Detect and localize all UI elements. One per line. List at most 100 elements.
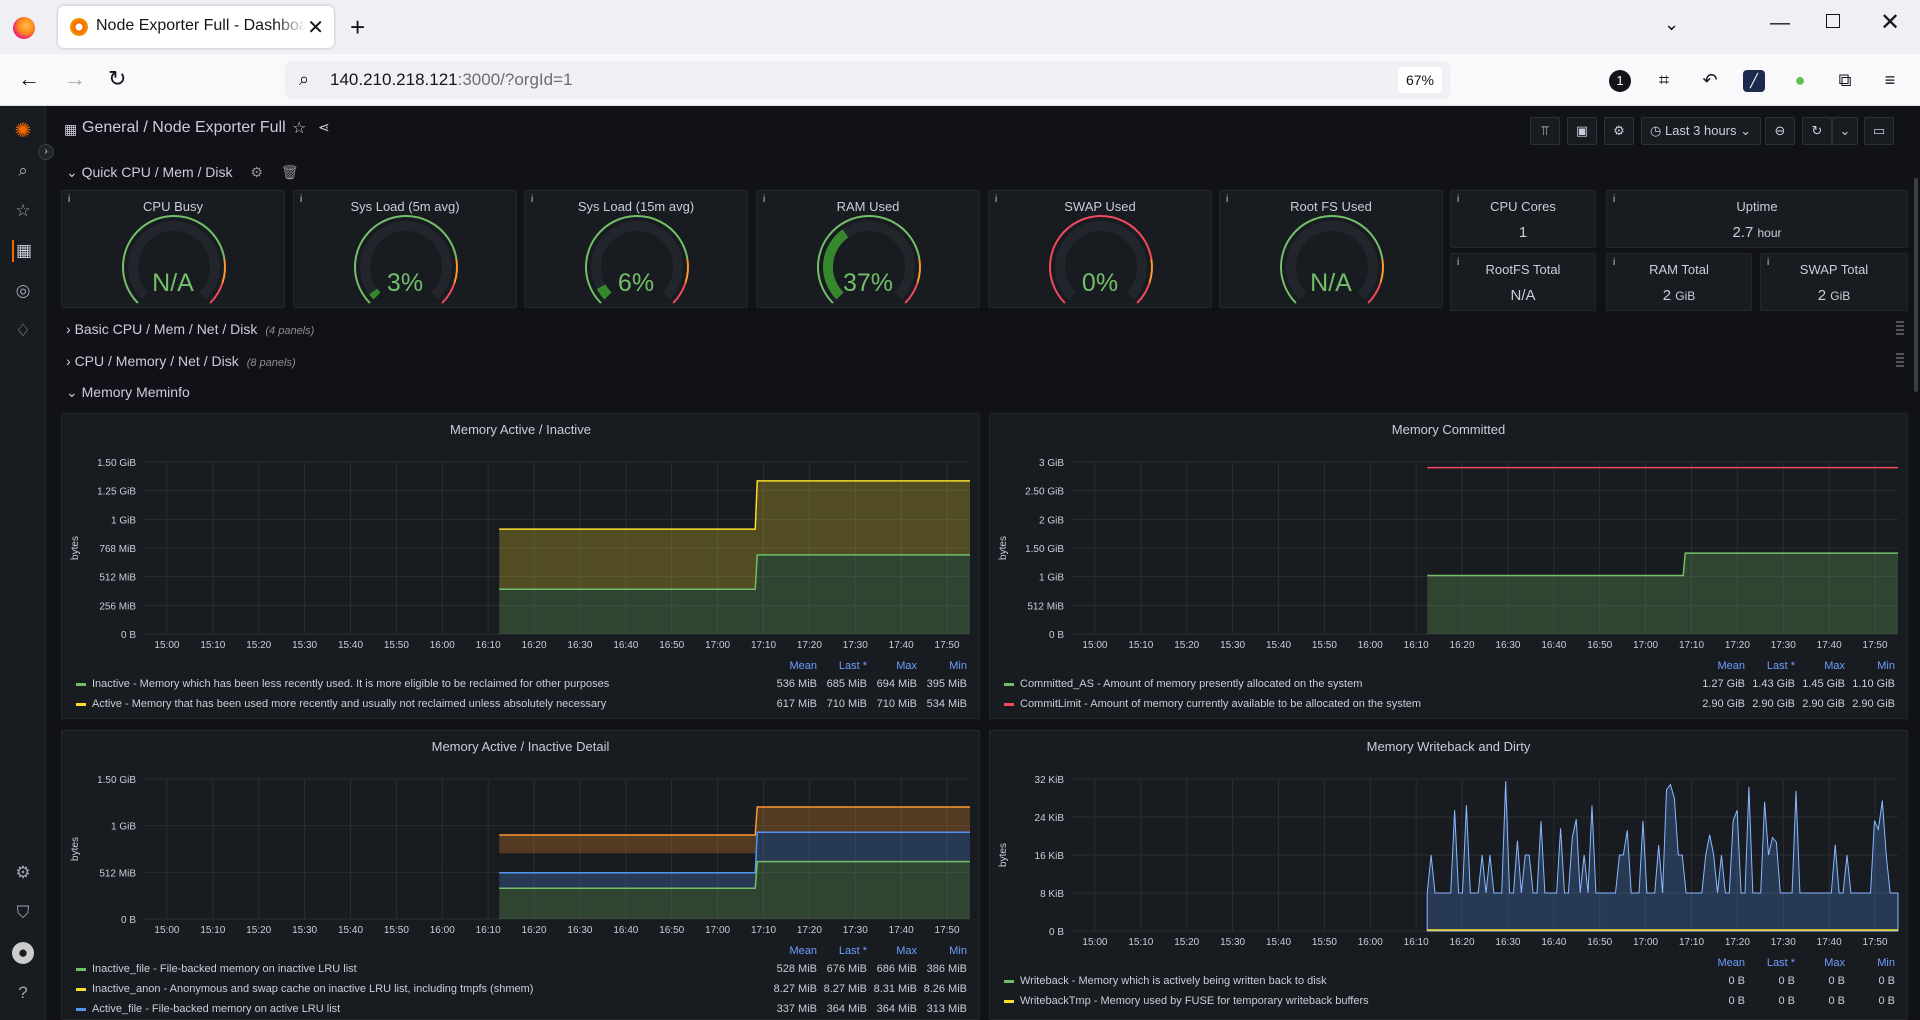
panel-info-icon[interactable]: i [763, 194, 766, 205]
legend-column-header[interactable]: Max [896, 660, 917, 672]
gauge-panel[interactable]: i Sys Load (5m avg) 3% [293, 190, 517, 308]
expand-sidebar-icon[interactable]: › [38, 144, 54, 160]
forward-icon[interactable]: → [64, 66, 86, 91]
legend-item[interactable]: Active - Memory that has been used more … [76, 698, 967, 712]
panel-info-icon[interactable]: i [1457, 257, 1460, 268]
configuration-gear-icon[interactable]: ⚙ [15, 863, 31, 882]
time-range-picker[interactable]: ◷ Last 3 hours ⌄ [1641, 117, 1761, 145]
legend-item[interactable]: CommitLimit - Amount of memory currently… [1004, 698, 1895, 712]
window-close-icon[interactable]: ✕ [1880, 9, 1901, 36]
graph-panel[interactable]: Memory Committed bytes 3 GiB 2.50 GiB 2 GiB 1… [989, 413, 1908, 719]
password-manager-extension-icon[interactable]: 1 [1609, 70, 1631, 92]
legend-column-header[interactable]: Max [896, 945, 917, 957]
legend-item[interactable]: Inactive_anon - Anonymous and swap cache… [76, 983, 967, 997]
panel-info-icon[interactable]: i [68, 194, 71, 205]
zoom-level-button[interactable]: 67% [1397, 67, 1442, 93]
panel-info-icon[interactable]: i [531, 194, 534, 205]
legend-item[interactable]: Inactive_file - File-backed memory on in… [76, 963, 967, 977]
legend-item[interactable]: Writeback - Memory which is actively bei… [1004, 975, 1895, 989]
legend-column-header[interactable]: Min [1877, 957, 1895, 969]
user-avatar[interactable]: ● [12, 942, 34, 964]
grafana-logo-icon[interactable]: ✺ [14, 120, 32, 142]
legend-column-header[interactable]: Last * [1766, 660, 1795, 672]
stat-panel[interactable]: i CPU Cores 1 [1450, 190, 1596, 248]
panel-info-icon[interactable]: i [995, 194, 998, 205]
back-icon[interactable]: ← [18, 66, 40, 91]
crop-screenshot-icon[interactable]: ⌗ [1658, 70, 1670, 90]
gauge-panel[interactable]: i Root FS Used N/A [1219, 190, 1443, 308]
breadcrumb[interactable]: General / Node Exporter Full [82, 119, 286, 136]
browser-tab[interactable]: Node Exporter Full - Dashboard ✕ [58, 6, 334, 48]
row-drag-handle[interactable] [1896, 321, 1904, 335]
legend-column-header[interactable]: Mean [1717, 957, 1745, 969]
legend-column-header[interactable]: Max [1824, 957, 1845, 969]
new-tab-icon[interactable]: + [350, 12, 366, 42]
row-memory-meminfo[interactable]: ⌄ Memory Meminfo [66, 384, 190, 400]
panel-info-icon[interactable]: i [1226, 194, 1229, 205]
panel-info-icon[interactable]: i [1457, 194, 1460, 205]
reload-icon[interactable]: ↻ [108, 66, 127, 91]
row-settings-gear-icon[interactable]: ⚙ [250, 164, 263, 180]
graph-panel[interactable]: Memory Writeback and Dirty bytes 32 KiB 24 … [989, 730, 1908, 1020]
graph-panel[interactable]: Memory Active / Inactive Detail bytes 1.50… [61, 730, 980, 1020]
legend-column-header[interactable]: Min [1877, 660, 1895, 672]
refresh-interval-dropdown[interactable]: ⌄ [1832, 117, 1858, 145]
window-restore-icon[interactable] [1826, 14, 1840, 28]
legend-column-header[interactable]: Last * [838, 945, 867, 957]
stat-panel[interactable]: i SWAP Total 2 GiB [1760, 253, 1908, 311]
undo-extension-icon[interactable]: ↶ [1702, 70, 1718, 90]
legend-column-header[interactable]: Mean [1717, 660, 1745, 672]
alerting-bell-icon[interactable]: ♢ [15, 321, 31, 340]
dashboards-icon[interactable]: ▦ [12, 240, 34, 262]
list-all-tabs-icon[interactable]: ⌄ [1664, 14, 1680, 34]
row-delete-trash-icon[interactable]: 🗑 [280, 164, 299, 180]
row-quick-cpu-mem-disk[interactable]: ⌄ Quick CPU / Mem / Disk ⚙ 🗑 [66, 164, 299, 180]
cycle-view-mode-button[interactable]: ▭ [1864, 117, 1894, 145]
save-dashboard-button[interactable]: ▣ [1567, 117, 1597, 145]
legend-column-header[interactable]: Mean [789, 945, 817, 957]
panel-info-icon[interactable]: i [1767, 257, 1770, 268]
js-extension-icon[interactable]: ● [1794, 70, 1806, 90]
add-panel-button[interactable]: ⫪ [1530, 117, 1560, 145]
legend-item[interactable]: Inactive - Memory which has been less re… [76, 678, 967, 692]
search-icon[interactable]: ⌕ [18, 161, 28, 180]
stat-panel[interactable]: i Uptime 2.7 hour [1606, 190, 1908, 248]
legend-column-header[interactable]: Min [949, 660, 967, 672]
gauge-panel[interactable]: i SWAP Used 0% [988, 190, 1212, 308]
panel-info-icon[interactable]: i [1613, 194, 1616, 205]
zoom-out-time-button[interactable]: ⊖ [1765, 117, 1795, 145]
gauge-panel[interactable]: i RAM Used 37% [756, 190, 980, 308]
graph-panel[interactable]: Memory Active / Inactive bytes 1.50 GiB 1.2… [61, 413, 980, 719]
url-text[interactable]: 140.210.218.121:3000/?orgId=1 [330, 70, 573, 89]
gauge-panel[interactable]: i Sys Load (15m avg) 6% [524, 190, 748, 308]
row-basic-cpu-mem-net-disk[interactable]: › Basic CPU / Mem / Net / Disk (4 panels) [66, 321, 315, 337]
dashboard-settings-button[interactable]: ⚙ [1604, 117, 1634, 145]
legend-item[interactable]: Active_file - File-backed memory on acti… [76, 1003, 967, 1017]
address-bar[interactable]: ⌕ 140.210.218.121:3000/?orgId=1 67% [285, 61, 1450, 99]
explore-compass-icon[interactable]: ◎ [15, 281, 31, 300]
help-icon[interactable]: ? [18, 983, 28, 1002]
dashboard-scrollbar[interactable] [1914, 178, 1918, 392]
stat-panel[interactable]: i RootFS Total N/A [1450, 253, 1596, 311]
row-cpu-memory-net-disk[interactable]: › CPU / Memory / Net / Disk (8 panels) [66, 353, 296, 369]
refresh-button[interactable]: ↻ [1802, 117, 1832, 145]
panel-info-icon[interactable]: i [300, 194, 303, 205]
tab-close-icon[interactable]: ✕ [307, 17, 324, 39]
legend-column-header[interactable]: Mean [789, 660, 817, 672]
server-admin-shield-icon[interactable]: ⛉ [16, 903, 30, 922]
starred-icon[interactable]: ☆ [15, 201, 31, 220]
legend-item[interactable]: WritebackTmp - Memory used by FUSE for t… [1004, 995, 1895, 1009]
gauge-panel[interactable]: i CPU Busy N/A [61, 190, 285, 308]
legend-column-header[interactable]: Max [1824, 660, 1845, 672]
row-drag-handle[interactable] [1896, 353, 1904, 367]
star-dashboard-icon[interactable]: ☆ [292, 120, 307, 137]
legend-column-header[interactable]: Last * [1766, 957, 1795, 969]
window-minimize-icon[interactable]: — [1770, 12, 1790, 34]
chart-extension-icon[interactable]: ╱ [1743, 70, 1765, 92]
share-dashboard-icon[interactable]: ⋖ [318, 119, 330, 135]
stat-panel[interactable]: i RAM Total 2 GiB [1606, 253, 1752, 311]
legend-item[interactable]: Committed_AS - Amount of memory presentl… [1004, 678, 1895, 692]
legend-column-header[interactable]: Min [949, 945, 967, 957]
app-menu-icon[interactable]: ≡ [1884, 70, 1896, 90]
firefox-logo-icon[interactable] [13, 17, 35, 39]
